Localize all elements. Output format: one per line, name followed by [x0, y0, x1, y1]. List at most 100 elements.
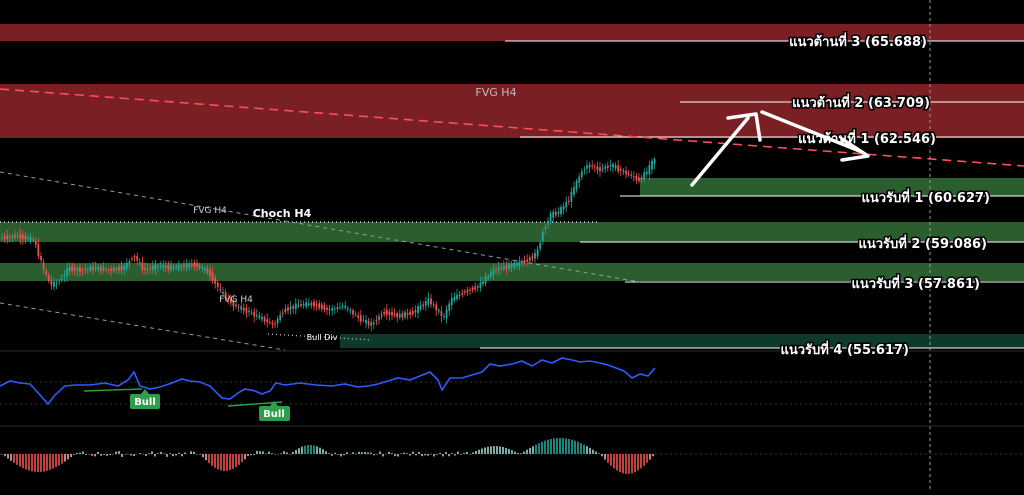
diag-dashed-lower — [0, 303, 285, 350]
histogram-bar — [448, 454, 450, 456]
histogram-bar — [478, 450, 480, 454]
histogram-bar — [451, 453, 453, 454]
histogram-bar — [163, 453, 165, 454]
histogram-bar — [595, 451, 597, 454]
candle-body — [116, 268, 118, 270]
candle-body — [537, 249, 539, 256]
candle-body — [649, 165, 651, 174]
candle-body — [246, 308, 248, 313]
histogram-bar — [583, 445, 585, 454]
histogram-bar — [562, 438, 564, 454]
candle-body — [1, 238, 3, 239]
candle-body — [623, 171, 625, 172]
histogram-bar — [637, 454, 639, 471]
histogram-bar — [505, 448, 507, 454]
candle-body — [295, 303, 297, 309]
candle-body — [425, 301, 427, 306]
candle-body — [74, 267, 76, 270]
histogram-bar — [217, 454, 219, 469]
histogram-bar — [304, 446, 306, 454]
histogram-bar — [322, 449, 324, 454]
histogram-bar — [286, 452, 288, 454]
histogram-bar — [604, 454, 606, 460]
candle-body — [4, 236, 6, 238]
candle-body — [654, 159, 656, 164]
candle-body — [253, 312, 255, 317]
label-resistance-1: แนวต้านที่ 1 (62.546) — [798, 129, 936, 147]
histogram-bar — [319, 448, 321, 454]
histogram-bar — [19, 454, 21, 467]
bull-badge-1-text: Bull — [134, 397, 156, 408]
histogram-bar — [532, 446, 534, 454]
histogram-bar — [25, 454, 27, 469]
candle-body — [589, 165, 591, 168]
candle-body — [342, 306, 344, 307]
candle-body — [181, 266, 183, 267]
histogram-bar — [643, 454, 645, 466]
candle-body — [136, 256, 138, 261]
histogram-bar — [28, 454, 30, 471]
histogram-bar — [127, 454, 129, 455]
candle-body — [131, 259, 133, 260]
histogram-bar — [613, 454, 615, 468]
histogram-bar — [118, 451, 120, 454]
candle-body — [14, 235, 16, 237]
histogram-bar — [214, 454, 216, 468]
histogram-bar — [517, 453, 519, 454]
histogram-bar — [481, 449, 483, 454]
candle-body — [633, 176, 635, 177]
candle-body — [376, 320, 378, 321]
candle-body — [464, 292, 466, 293]
histogram-bar — [406, 453, 408, 454]
label-support-2: แนวรับที่ 2 (59.086) — [858, 234, 987, 252]
histogram-bar — [652, 454, 654, 456]
candle-body — [451, 298, 453, 305]
candle-body — [285, 309, 287, 312]
candle-body — [495, 270, 497, 271]
candle-body — [214, 278, 216, 284]
candle-body — [220, 289, 222, 290]
candle-body — [594, 166, 596, 167]
histogram-bar — [340, 454, 342, 456]
candle-body — [443, 316, 445, 317]
histogram-bar — [97, 452, 99, 454]
candle-body — [287, 307, 289, 310]
candle-body — [84, 269, 86, 270]
candle-body — [490, 272, 492, 276]
candle-body — [51, 280, 53, 285]
candle-body — [318, 303, 320, 308]
candle-body — [568, 201, 570, 202]
candle-body — [599, 167, 601, 171]
candle-body — [389, 312, 391, 315]
candle-body — [581, 171, 583, 177]
candle-body — [565, 202, 567, 208]
candle-body — [188, 263, 190, 267]
candle-body — [630, 175, 632, 176]
candle-body — [469, 290, 471, 291]
histogram-bar — [259, 451, 261, 454]
candle-body — [277, 319, 279, 324]
candle-body — [9, 237, 11, 238]
candle-body — [521, 263, 523, 264]
histogram-bar — [421, 454, 423, 456]
candle-body — [290, 307, 292, 310]
candle-body — [251, 313, 253, 314]
candle-body — [578, 177, 580, 183]
candle-body — [170, 265, 172, 270]
histogram-bar — [634, 454, 636, 472]
histogram-bar — [376, 454, 378, 455]
candle-body — [350, 310, 352, 311]
candle-body — [157, 266, 159, 267]
candle-body — [430, 299, 432, 305]
candle-body — [162, 265, 164, 267]
candle-body — [558, 212, 560, 214]
candle-body — [311, 303, 313, 305]
candle-body — [196, 263, 198, 267]
histogram-bar — [547, 440, 549, 454]
candle-body — [19, 234, 21, 239]
candle-body — [240, 306, 242, 309]
histogram-bar — [94, 454, 96, 456]
candle-body — [448, 304, 450, 311]
histogram-bar — [13, 454, 15, 463]
